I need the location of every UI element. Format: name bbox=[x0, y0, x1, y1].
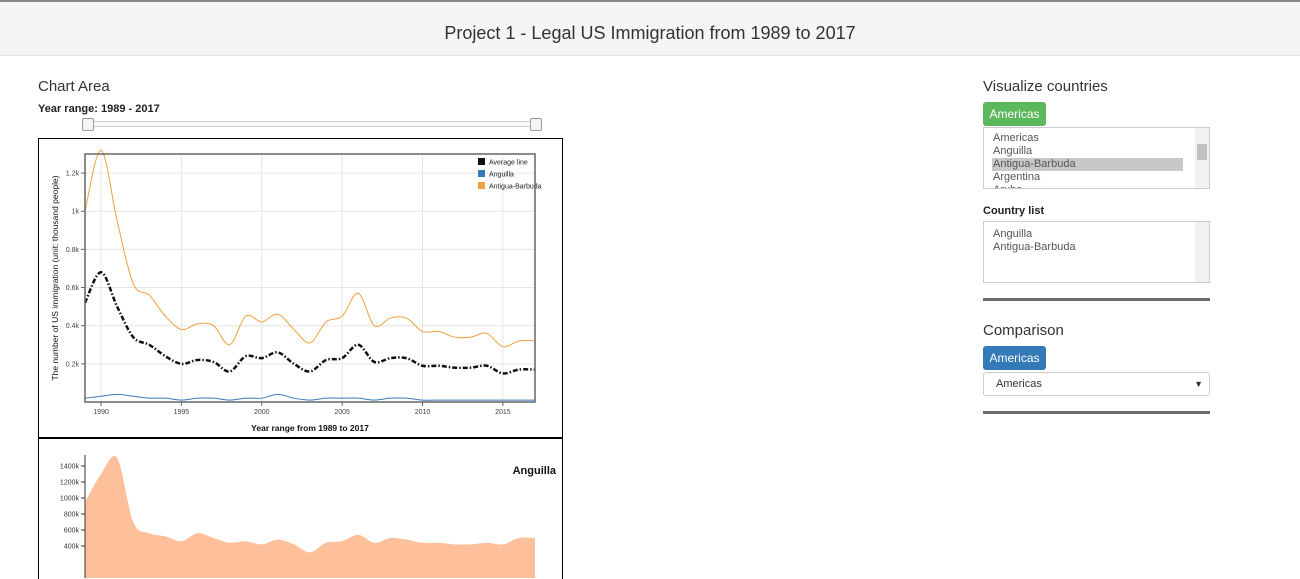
x-tick-label: 1995 bbox=[174, 409, 190, 416]
x-axis-label: Year range from 1989 to 2017 bbox=[251, 423, 369, 433]
country-option[interactable]: Anguilla bbox=[993, 145, 1033, 157]
y-axis-label: The number of US immigration (unit: thou… bbox=[50, 175, 60, 380]
header: Project 1 - Legal US Immigration from 19… bbox=[0, 0, 1300, 56]
year-range-label: Year range: 1989 - 2017 bbox=[38, 103, 160, 115]
chart-area-heading: Chart Area bbox=[38, 78, 110, 95]
area bbox=[85, 455, 535, 578]
x-tick-label: 2000 bbox=[254, 409, 270, 416]
legend-swatch bbox=[478, 182, 485, 189]
y-tick-label: 0.6k bbox=[66, 285, 80, 292]
y-tick-label: 0.4k bbox=[66, 323, 80, 330]
select-arrow: ▼ bbox=[1194, 379, 1203, 389]
country-option[interactable]: Argentina bbox=[993, 171, 1041, 183]
y-tick-label: 1k bbox=[72, 209, 80, 216]
x-tick-label: 2010 bbox=[415, 409, 431, 416]
plot-frame bbox=[84, 153, 536, 403]
select-value: Americas bbox=[996, 378, 1042, 390]
y-tick-label: 800k bbox=[64, 512, 80, 519]
legend-swatch bbox=[478, 170, 485, 177]
line-chart: 1990 1995 2000 2005 2010 2015 0.2k 0.4k 0.6k 0.8k… bbox=[38, 138, 563, 438]
legend-label: Average line bbox=[489, 160, 528, 167]
x-tick-label: 1990 bbox=[93, 409, 109, 416]
series-line bbox=[84, 149, 536, 348]
area-chart: 400k 600k 800k 1000k 1200k 1400k Anguilla bbox=[38, 438, 563, 579]
year-slider-handle[interactable] bbox=[82, 118, 94, 131]
country-list-heading: Country list bbox=[983, 205, 1045, 217]
visualize-heading: Visualize countries bbox=[983, 78, 1108, 95]
country-list[interactable]: Anguilla Antigua-Barbuda bbox=[983, 221, 1210, 283]
legend-swatch bbox=[478, 158, 485, 165]
y-tick-label: 0.8k bbox=[66, 247, 80, 254]
plot-background bbox=[85, 154, 535, 402]
legend-label: Antigua-Barbuda bbox=[489, 184, 542, 191]
country-option[interactable]: Americas bbox=[993, 132, 1039, 144]
series-line bbox=[83, 271, 536, 375]
region-button[interactable]: Americas bbox=[983, 102, 1046, 126]
country-option[interactable]: Aruba bbox=[984, 184, 1183, 188]
country-item[interactable]: Anguilla bbox=[993, 228, 1033, 240]
chart-title: Anguilla bbox=[513, 465, 557, 477]
series-line bbox=[84, 393, 535, 401]
comparison-heading: Comparison bbox=[983, 322, 1064, 339]
divider bbox=[983, 298, 1210, 301]
y-tick-label: 0.2k bbox=[66, 361, 80, 368]
header-title: Project 1 - Legal US Immigration from 19… bbox=[444, 23, 856, 43]
country-item[interactable]: Antigua-Barbuda bbox=[993, 241, 1076, 253]
country-listbox[interactable]: Americas Anguilla Antigua-Barbuda Argentina… bbox=[983, 127, 1210, 189]
country-option[interactable]: Antigua-Barbuda bbox=[992, 158, 1183, 171]
divider bbox=[983, 411, 1210, 414]
y-tick-label: 1000k bbox=[60, 496, 80, 503]
y-tick-label: 1400k bbox=[60, 464, 80, 471]
y-tick-label: 1.2k bbox=[66, 171, 80, 178]
y-tick-label: 1200k bbox=[60, 480, 80, 487]
legend-label: Anguilla bbox=[489, 172, 514, 179]
comparison-button[interactable]: Americas bbox=[983, 346, 1046, 370]
x-tick-label: 2005 bbox=[334, 409, 350, 416]
y-tick-label: 600k bbox=[64, 528, 80, 535]
x-tick-label: 2015 bbox=[495, 409, 511, 416]
comparison-select[interactable]: Americas ▼ bbox=[983, 372, 1210, 396]
year-slider-track[interactable] bbox=[88, 121, 538, 127]
year-slider-handle[interactable] bbox=[530, 118, 542, 131]
y-tick-label: 400k bbox=[64, 544, 80, 551]
